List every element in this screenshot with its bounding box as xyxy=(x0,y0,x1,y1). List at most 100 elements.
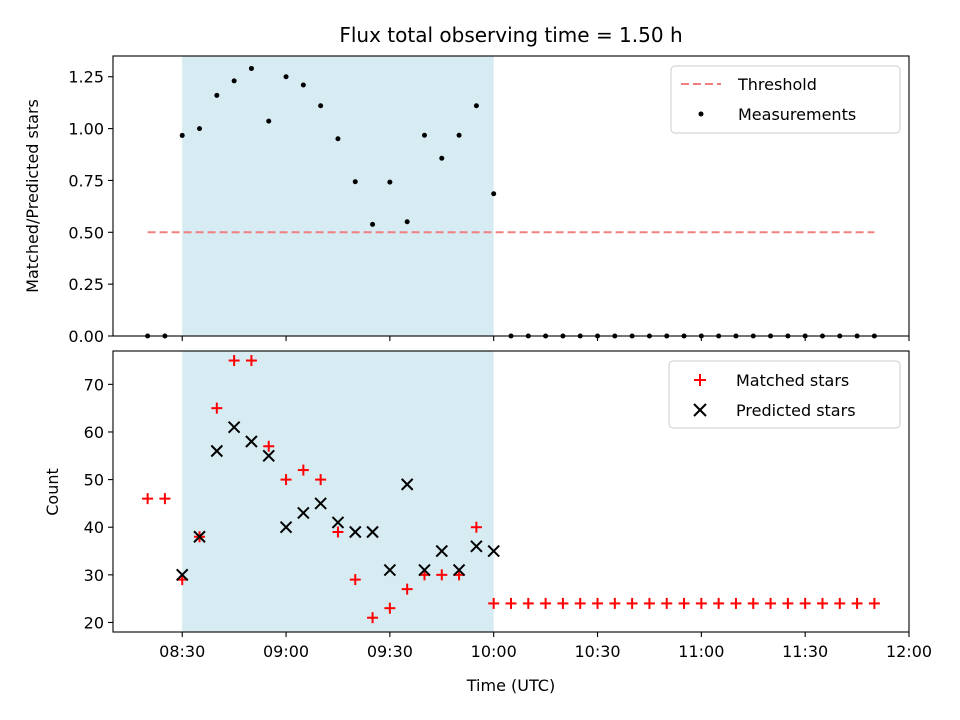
bottom-y-axis-label: Count xyxy=(43,468,62,516)
top-shaded-region xyxy=(182,56,494,336)
top-y-tick-label: 0.75 xyxy=(68,171,104,190)
matched-star-point xyxy=(834,597,846,609)
x-tick-label: 10:00 xyxy=(471,642,517,661)
matched-star-point xyxy=(159,493,171,505)
measurement-point xyxy=(473,103,479,109)
predicted-star-point xyxy=(227,420,241,434)
matched-star-point xyxy=(747,597,759,609)
matched-star-point xyxy=(851,597,863,609)
bottom-y-tick-label: 20 xyxy=(84,613,104,632)
measurement-point xyxy=(197,126,203,132)
x-tick-label: 10:30 xyxy=(574,642,620,661)
matched-star-point xyxy=(540,597,552,609)
matched-star-point xyxy=(695,597,707,609)
measurement-point xyxy=(300,82,306,88)
measurement-point xyxy=(335,136,341,142)
top-x-ticks xyxy=(181,336,910,341)
predicted-star-point xyxy=(245,435,258,448)
predicted-star-point xyxy=(210,444,224,458)
matched-star-point xyxy=(332,526,344,538)
bottom-y-tick-label: 30 xyxy=(84,566,104,585)
legend-matched-swatch xyxy=(694,374,706,386)
legend-measurements-swatch xyxy=(698,111,704,117)
predicted-star-point xyxy=(470,540,483,553)
bottom-shade-rect xyxy=(182,351,494,632)
matched-star-point xyxy=(436,569,448,581)
bottom-y-tick-label: 70 xyxy=(84,375,104,394)
matched-star-point xyxy=(678,597,690,609)
matched-star-point xyxy=(367,612,379,624)
top-panel-frame xyxy=(112,55,910,337)
measurement-point xyxy=(318,103,324,109)
matched-star-point xyxy=(211,402,223,414)
top-y-tick-label: 1.25 xyxy=(68,68,104,87)
x-tick-label: 12:00 xyxy=(886,642,932,661)
matched-star-point xyxy=(142,493,154,505)
matched-star-point xyxy=(228,355,240,367)
x-tick-label: 09:30 xyxy=(367,642,413,661)
measurement-point xyxy=(370,221,376,227)
measurement-point xyxy=(231,78,237,84)
predicted-star-point xyxy=(279,521,293,534)
bottom-legend: Matched stars Predicted stars xyxy=(668,360,901,429)
predicted-star-point xyxy=(314,497,327,510)
measurement-point xyxy=(491,191,497,197)
legend-measurements-label: Measurements xyxy=(738,105,856,124)
matched-star-point xyxy=(297,464,309,476)
bottom-legend-box xyxy=(668,360,901,429)
legend-matched-label: Matched stars xyxy=(736,371,849,390)
predicted-star-point xyxy=(366,525,379,539)
top-legend: Threshold Measurements xyxy=(670,65,901,134)
legend-predicted-label: Predicted stars xyxy=(736,401,856,420)
x-tick-label: 08:30 xyxy=(159,642,205,661)
predicted-star-point xyxy=(435,544,448,558)
matched-star-point xyxy=(816,597,828,609)
predicted-star-point xyxy=(193,530,206,543)
x-tick-label: 11:00 xyxy=(678,642,724,661)
matched-star-point xyxy=(782,597,794,609)
top-y-tick-label: 0.00 xyxy=(68,327,104,346)
measurement-point xyxy=(266,118,272,124)
predicted-star-point xyxy=(349,525,362,539)
matched-star-point xyxy=(626,597,638,609)
matched-star-point xyxy=(263,440,275,452)
predicted-star-point xyxy=(418,563,431,577)
x-tick-label: 11:30 xyxy=(782,642,828,661)
matched-star-point xyxy=(488,597,500,609)
matched-star-point xyxy=(245,355,257,367)
predicted-star-point xyxy=(331,516,345,529)
top-shade-rect xyxy=(182,56,494,336)
matched-star-point xyxy=(505,597,517,609)
bottom-y-ticks: 20 30 40 50 60 70 xyxy=(84,375,113,632)
bottom-panel: 08:30 09:00 09:30 10:00 10:30 11:00 11:30 12:00… xyxy=(43,350,932,695)
matched-star-point xyxy=(643,597,655,609)
top-y-tick-label: 0.25 xyxy=(68,275,104,294)
matched-star-point xyxy=(592,597,604,609)
top-legend-box xyxy=(670,65,901,134)
measurement-point xyxy=(179,132,185,138)
matched-star-point xyxy=(557,597,569,609)
measurement-point xyxy=(456,132,462,138)
top-panel-title: Flux total observing time = 1.50 h xyxy=(339,23,682,47)
bottom-y-tick-label: 50 xyxy=(84,471,104,490)
x-tick-label: 09:00 xyxy=(263,642,309,661)
matched-star-point xyxy=(765,597,777,609)
bottom-x-ticks: 08:30 09:00 09:30 10:00 10:30 11:00 11:30 12:00 xyxy=(159,632,932,661)
top-y-tick-label: 1.00 xyxy=(68,120,104,139)
predicted-star-point xyxy=(262,449,275,462)
predicted-star-point xyxy=(176,568,189,582)
measurement-point xyxy=(283,74,289,80)
matched-star-point xyxy=(661,597,673,609)
measurement-point xyxy=(387,179,393,185)
matched-star-point xyxy=(401,583,413,595)
matched-star-point xyxy=(470,521,482,533)
measurement-point xyxy=(214,92,220,98)
bottom-y-tick-label: 40 xyxy=(84,518,104,537)
legend-threshold-label: Threshold xyxy=(737,75,817,94)
matched-star-point xyxy=(799,597,811,609)
predicted-star-point xyxy=(383,563,397,577)
matched-star-point xyxy=(522,597,534,609)
bottom-shaded-region xyxy=(182,351,494,632)
predicted-star-point xyxy=(452,563,466,577)
